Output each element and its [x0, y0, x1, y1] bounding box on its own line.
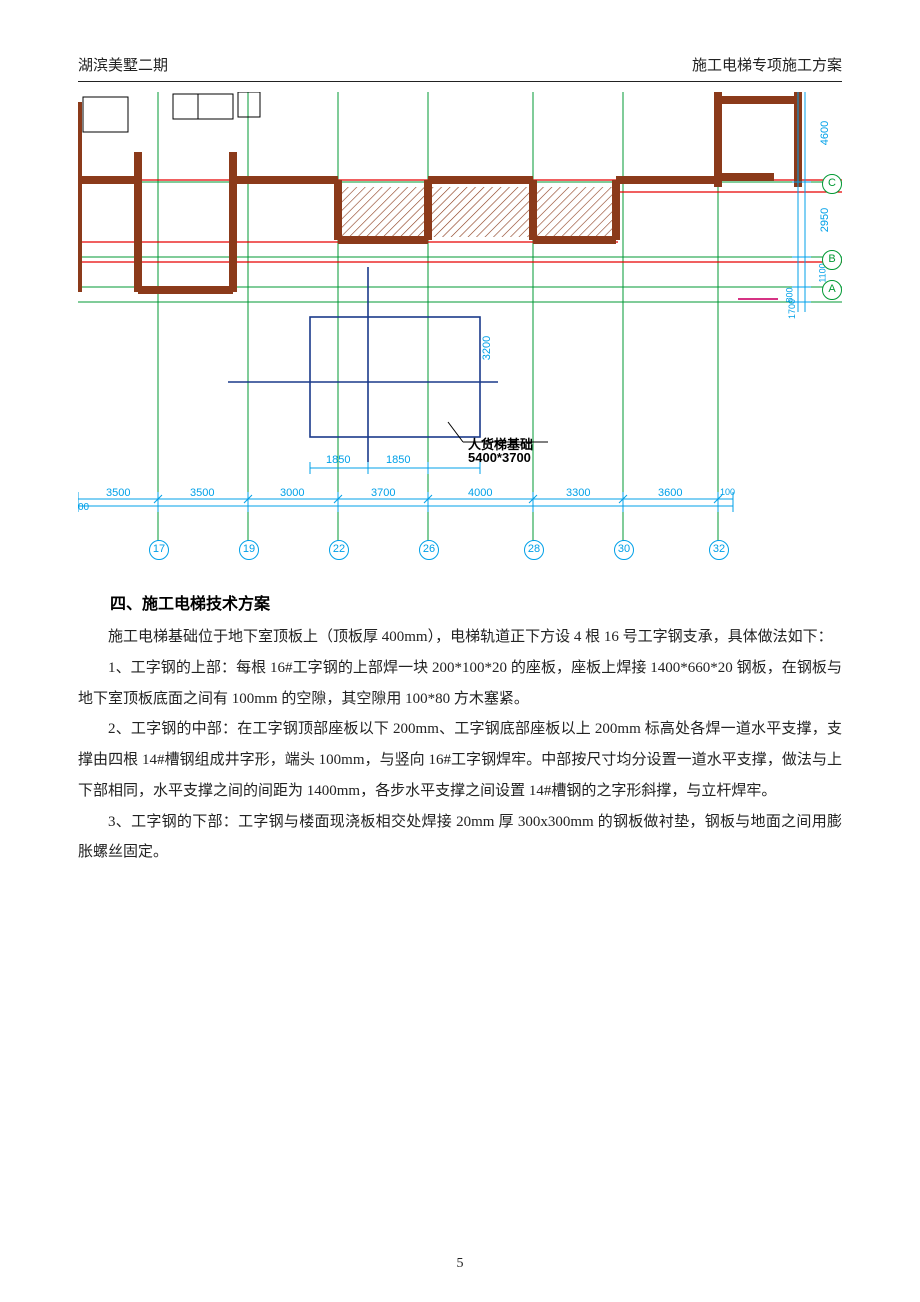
dim-1850a: 1850: [326, 454, 350, 466]
dim-3700: 3700: [371, 487, 395, 499]
para-3: 3、工字钢的下部：工字钢与楼面现浇板相交处焊接 20mm 厚 300x300mm…: [78, 807, 842, 869]
axis-26: 26: [419, 540, 439, 560]
axis-28: 28: [524, 540, 544, 560]
dim-1850b: 1850: [386, 454, 410, 466]
axis-19: 19: [239, 540, 259, 560]
diagram-svg: [78, 92, 842, 572]
axis-32: 32: [709, 540, 729, 560]
axis-C: C: [822, 174, 842, 194]
dim-100: 100: [720, 487, 735, 497]
rdim-2950: 2950: [819, 208, 831, 232]
dim-3500a: 3500: [106, 487, 130, 499]
axis-A: A: [822, 280, 842, 300]
dim-4000: 4000: [468, 487, 492, 499]
floorplan-diagram: 人货梯基础 5400*3700 1850 1850 3200 3500 3500…: [78, 92, 842, 572]
page-header: 湖滨美墅二期 施工电梯专项施工方案: [78, 54, 842, 81]
document-page: 湖滨美墅二期 施工电梯专项施工方案: [0, 0, 920, 1302]
header-left: 湖滨美墅二期: [78, 54, 168, 75]
page-number: 5: [0, 1256, 920, 1272]
dim-3200: 3200: [481, 336, 493, 360]
para-intro: 施工电梯基础位于地下室顶板上（顶板厚 400mm），电梯轨道正下方设 4 根 1…: [78, 622, 842, 653]
dim-3300: 3300: [566, 487, 590, 499]
axis-22: 22: [329, 540, 349, 560]
axis-30: 30: [614, 540, 634, 560]
callout-size: 5400*3700: [468, 450, 531, 465]
header-rule: [78, 81, 842, 82]
axis-B: B: [822, 250, 842, 270]
axis-17: 17: [149, 540, 169, 560]
dim-3600: 3600: [658, 487, 682, 499]
para-2: 2、工字钢的中部：在工字钢顶部座板以下 200mm、工字钢底部座板以上 200m…: [78, 714, 842, 806]
rdim-1700: 1700: [787, 299, 797, 319]
dim-00: 00: [78, 502, 89, 513]
header-right: 施工电梯专项施工方案: [692, 54, 842, 75]
dim-3500b: 3500: [190, 487, 214, 499]
para-1: 1、工字钢的上部：每根 16#工字钢的上部焊一块 200*100*20 的座板，…: [78, 653, 842, 715]
rdim-4600: 4600: [819, 121, 831, 145]
section-title: 四、施工电梯技术方案: [78, 590, 842, 614]
dim-3000: 3000: [280, 487, 304, 499]
